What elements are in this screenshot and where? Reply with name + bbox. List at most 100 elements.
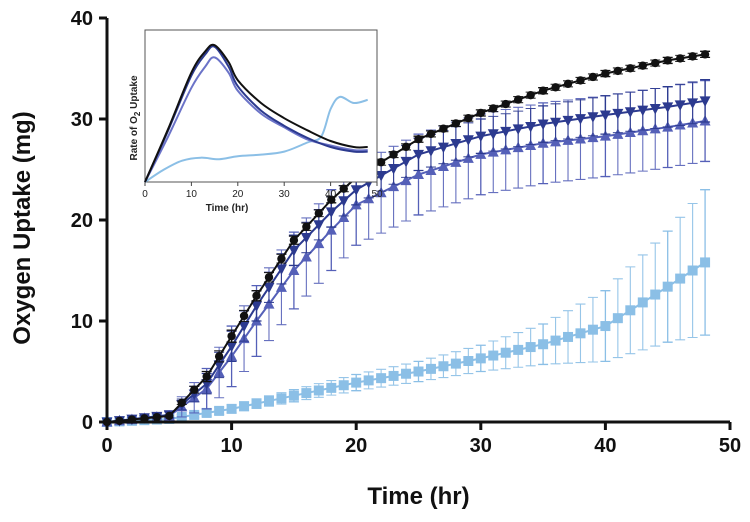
light-blue-squares-marker-interp <box>388 370 399 381</box>
navy-inverted-triangles-point <box>325 207 337 218</box>
navy-inverted-triangles-marker-interp <box>637 105 649 117</box>
navy-inverted-triangles-point <box>288 245 300 257</box>
light-blue-squares-marker-interp <box>450 358 461 369</box>
violet-triangles-marker-interp <box>612 128 624 139</box>
navy-inverted-triangles-marker-interp <box>450 138 462 150</box>
black-circles-marker-interp <box>451 119 461 128</box>
light-blue-squares-marker-interp <box>301 388 312 399</box>
black-circles-marker-interp <box>426 129 436 139</box>
x-tick-label: 30 <box>470 435 492 457</box>
navy-inverted-triangles-marker-interp <box>213 360 225 371</box>
violet-triangles-marker-interp <box>263 298 275 309</box>
black-circles-marker-interp <box>651 58 660 68</box>
inset-x-tick-label: 10 <box>186 189 198 200</box>
black-circles-point <box>252 291 261 300</box>
light-blue-squares-point <box>201 407 212 418</box>
x-axis-title: Time (hr) <box>367 483 469 510</box>
violet-triangles-marker-interp <box>587 131 599 143</box>
navy-inverted-triangles-point <box>662 102 674 113</box>
light-blue-squares-point <box>288 390 299 401</box>
navy-inverted-triangles-marker-interp <box>612 108 624 120</box>
light-blue-squares-marker-interp <box>214 405 225 416</box>
navy-inverted-triangles-point <box>413 149 424 161</box>
black-circles-marker-interp <box>190 385 199 394</box>
x-tick-label: 0 <box>101 435 112 457</box>
navy-inverted-triangles-marker-interp <box>624 107 636 118</box>
violet-triangles-marker-interp <box>388 180 400 192</box>
inset-x-tick-label: 30 <box>279 189 291 200</box>
light-blue-squares-marker-interp <box>500 347 511 358</box>
black-circles-marker-interp <box>513 95 523 104</box>
navy-inverted-triangles-marker-interp <box>238 321 250 333</box>
light-blue-squares-marker-interp <box>575 328 586 339</box>
light-blue-squares-point <box>413 366 424 377</box>
inset-ylabel-part-1: Rate of O <box>129 116 140 161</box>
inset-frame <box>144 29 378 183</box>
black-circles-marker-interp <box>588 72 598 82</box>
navy-inverted-triangles-marker-interp <box>687 98 699 109</box>
light-blue-squares-marker-interp <box>326 382 337 393</box>
inset-ylabel-subscript: 2 <box>133 111 142 116</box>
navy-inverted-triangles-marker-interp <box>587 112 599 123</box>
navy-inverted-triangles-point <box>699 96 711 107</box>
black-circles-marker-interp <box>613 66 623 76</box>
black-circles-point <box>538 86 548 95</box>
black-circles-marker-interp <box>638 61 647 70</box>
light-blue-squares-marker-interp <box>425 363 436 374</box>
light-blue-squares-marker-interp <box>189 409 200 420</box>
violet-triangles-point <box>325 224 337 235</box>
black-circles-point <box>289 236 299 245</box>
black-circles-marker-interp <box>526 90 535 100</box>
inset-series-light-blue <box>144 95 368 183</box>
light-blue-squares-marker-interp <box>550 335 561 346</box>
light-blue-squares-point <box>538 339 549 350</box>
black-circles-marker-interp <box>277 254 286 263</box>
navy-inverted-triangles-marker-interp <box>550 117 562 129</box>
series-light-blue-squares <box>102 189 711 427</box>
black-circles-marker-interp <box>489 104 498 113</box>
black-circles-point <box>476 108 485 118</box>
inset-chart: 0 10 20 30 40 50 Time (hr) Rate of O2 Uptake <box>129 29 383 214</box>
y-tick-label: 20 <box>71 210 93 232</box>
series-black-circles <box>102 50 711 427</box>
light-blue-squares-marker-interp <box>587 324 598 335</box>
black-circles-marker-interp <box>376 158 386 167</box>
light-blue-squares-marker-interp <box>675 273 686 284</box>
black-circles-point <box>165 411 174 421</box>
navy-inverted-triangles-marker-interp <box>388 163 400 175</box>
navy-inverted-triangles-marker-interp <box>375 171 387 182</box>
light-blue-squares-point <box>475 353 486 364</box>
violet-triangles-marker-interp <box>562 134 574 145</box>
x-tick-label: 10 <box>220 435 242 457</box>
black-circles-point <box>414 135 423 144</box>
navy-inverted-triangles-marker-interp <box>400 156 412 168</box>
navy-inverted-triangles-point <box>350 185 362 196</box>
violet-triangles-marker-interp <box>275 281 287 292</box>
black-circles-marker-interp <box>314 209 324 218</box>
light-blue-squares-marker-interp <box>488 350 499 361</box>
light-blue-squares-marker-interp <box>401 368 412 379</box>
black-circles-point <box>227 331 236 341</box>
inset-x-axis-title: Time (hr) <box>206 203 249 214</box>
violet-triangles-marker-interp <box>313 237 325 249</box>
black-circles-marker-interp <box>439 124 448 133</box>
violet-triangles-marker-interp <box>400 174 412 186</box>
violet-triangles-marker-interp <box>574 132 586 144</box>
light-blue-squares-marker-interp <box>263 395 274 406</box>
black-circles-marker-interp <box>264 273 274 282</box>
black-circles-marker-interp <box>152 412 162 422</box>
light-blue-squares-marker-interp <box>251 398 262 409</box>
light-blue-squares-marker-interp <box>338 380 349 391</box>
navy-inverted-triangles-marker-interp <box>425 146 437 157</box>
navy-inverted-triangles-marker-interp <box>674 100 686 111</box>
black-circles-marker-interp <box>239 311 249 321</box>
y-axis-title: Oxygen Uptake (mg) <box>9 111 36 344</box>
violet-triangles-point <box>599 130 611 141</box>
navy-inverted-triangles-point <box>226 341 238 353</box>
violet-triangles-point <box>413 168 424 180</box>
light-blue-squares-point <box>662 281 673 292</box>
light-blue-squares-marker-interp <box>650 289 661 300</box>
violet-triangles-marker-interp <box>462 152 474 163</box>
x-tick-label: 50 <box>719 435 741 457</box>
light-blue-squares-marker-interp <box>363 375 374 386</box>
